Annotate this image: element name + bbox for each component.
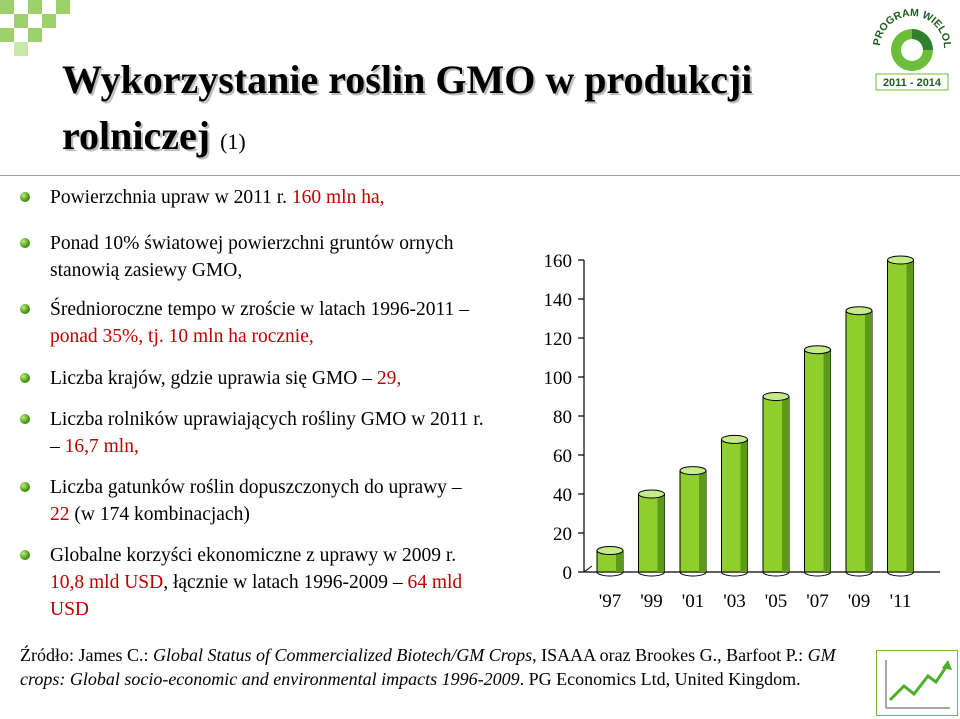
logo-years: 2011 - 2014 <box>883 77 942 89</box>
chart-bar-top <box>887 255 914 265</box>
chart-bar-shade <box>865 310 872 572</box>
x-tick-label: '09 <box>848 591 870 612</box>
bullet-item-share: Ponad 10% światowej powierzchni gruntów … <box>20 230 490 284</box>
y-tick-label: 120 <box>544 329 573 350</box>
chart-bar-shade <box>782 396 789 572</box>
y-tick-label: 140 <box>544 290 573 311</box>
x-tick-label: '99 <box>640 591 662 612</box>
page-title: Wykorzystanie roślin GMO w produkcji rol… <box>62 52 862 170</box>
chart-bar-top <box>679 466 707 476</box>
x-tick-label: '05 <box>765 591 787 612</box>
page-title-main: Wykorzystanie roślin GMO w produkcji rol… <box>62 57 753 158</box>
green-sphere-bullet-icon <box>20 192 30 202</box>
chart-bar-bottom <box>845 571 873 577</box>
x-tick-label: '07 <box>806 591 828 612</box>
x-tick-label: '11 <box>890 591 912 612</box>
bullet-item-farmers: Liczba rolników uprawiających rośliny GM… <box>20 406 490 460</box>
x-axis-depth <box>583 565 593 573</box>
y-tick-label: 0 <box>563 563 573 584</box>
x-tick-label: '97 <box>599 591 621 612</box>
chart-bar-top <box>845 306 873 316</box>
y-tick-label: 80 <box>553 407 572 428</box>
chart-bar-bottom <box>679 571 707 577</box>
y-tick-label: 100 <box>544 368 573 389</box>
chart-bar-top <box>596 546 624 556</box>
y-tick-label: 60 <box>553 446 572 467</box>
page-title-suffix: (1) <box>220 129 246 154</box>
chart-bar-shade <box>657 494 665 572</box>
chart-bar-bottom <box>762 571 790 577</box>
x-tick-label: '03 <box>723 591 745 612</box>
bullet-item-area: Powierzchnia upraw w 2011 r. 160 mln ha, <box>20 184 520 211</box>
chart-bar-shade <box>906 260 914 572</box>
chart-bar-top <box>762 392 790 401</box>
chart-bar-bottom <box>596 571 624 577</box>
y-tick-label: 160 <box>544 251 573 272</box>
source-note: Źródło: James C.: Global Status of Comme… <box>20 645 836 689</box>
chart-bar-shade <box>823 349 831 572</box>
chart-bar-bottom <box>721 571 748 577</box>
title-divider <box>0 175 960 176</box>
x-tick-label: '01 <box>682 591 704 612</box>
chart-bar-shade <box>740 439 748 572</box>
chart-bar-shade <box>699 470 706 572</box>
green-sphere-bullet-icon <box>20 482 30 492</box>
y-tick-label: 40 <box>553 485 572 506</box>
bullet-item-species: Liczba gatunków roślin dopuszczonych do … <box>20 474 470 528</box>
bullet-item-growth: Średnioroczne tempo w zroście w latach 1… <box>20 296 500 350</box>
growth-arrow-icon <box>876 650 958 716</box>
chart-bar-top <box>638 489 665 499</box>
y-tick-label: 20 <box>553 524 572 545</box>
chart-bar-top <box>721 434 748 444</box>
chart-bar-top <box>804 345 831 355</box>
green-sphere-bullet-icon <box>20 373 30 383</box>
green-sphere-bullet-icon <box>20 550 30 560</box>
chart-bar-shade <box>616 550 623 572</box>
checker-pattern-decoration <box>0 0 70 56</box>
green-sphere-bullet-icon <box>20 304 30 314</box>
chart-bar-bottom <box>638 571 665 577</box>
bullet-item-countries: Liczba krajów, gdzie uprawia się GMO – 2… <box>20 365 520 392</box>
gmo-area-bar-chart: 0 20 40 60 80 100 120 140 160 '97 '99 '01 '03 '05 '07 '… <box>544 251 940 612</box>
program-wieloletni-logo: PROGRAM WIELOLETNI 2011 - 2014 <box>868 2 953 91</box>
chart-bar-bottom <box>804 571 831 577</box>
green-sphere-bullet-icon <box>20 238 30 248</box>
chart-bar-bottom <box>887 571 914 577</box>
bullet-item-benefits: Globalne korzyści ekonomiczne z uprawy w… <box>20 542 480 623</box>
green-sphere-bullet-icon <box>20 414 30 424</box>
